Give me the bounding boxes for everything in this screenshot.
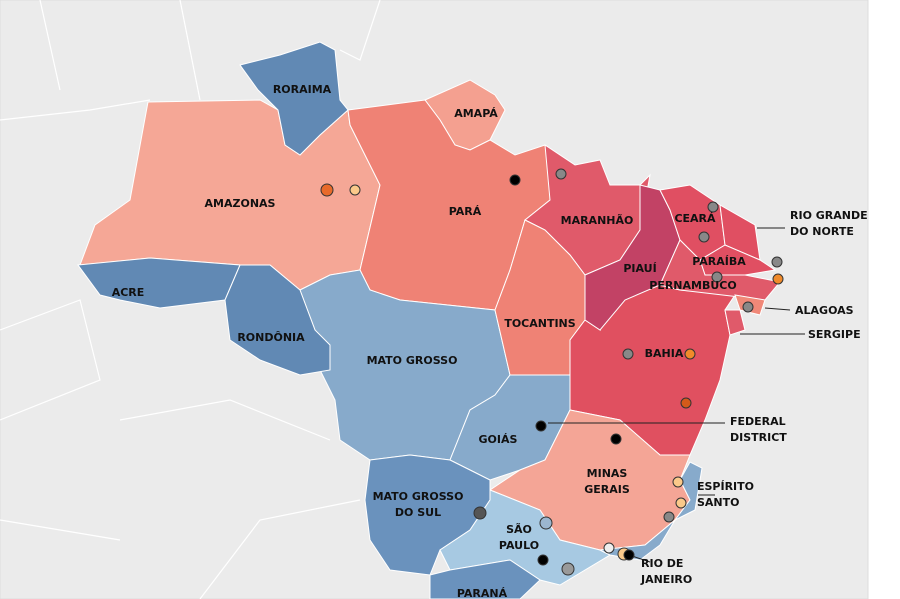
state-label: DISTRICT [730, 431, 787, 444]
state-label: PIAUÍ [623, 262, 656, 275]
state-label: GOIÁS [479, 433, 518, 446]
sao-paulo [439, 480, 612, 586]
state-label: RONDÔNIA [237, 331, 305, 344]
state-label: CEARÁ [674, 212, 716, 225]
state-label: MATO GROSSO [367, 354, 458, 367]
state-label: PARANÁ [457, 587, 508, 599]
state-label: JANEIRO [640, 573, 692, 586]
state-label: DO SUL [395, 506, 441, 519]
marker [622, 348, 634, 360]
marker [555, 168, 567, 180]
state-label: RIO GRANDE [790, 209, 868, 222]
marker [684, 348, 696, 360]
state-label: SANTO [697, 496, 740, 509]
parana [429, 559, 541, 599]
state-labels: RORAIMA AMAPÁ AMAZONAS PARÁ ACRE RONDÔNIA MARA… [112, 83, 868, 599]
state-label: ESPÍRITO [697, 480, 754, 493]
state-label: AMAZONAS [205, 197, 276, 210]
acre [77, 257, 241, 309]
state-label: AMAPÁ [454, 107, 498, 120]
state-label: ALAGOAS [795, 304, 854, 317]
state-label: PARAÍBA [692, 255, 746, 268]
state-label: TOCANTINS [504, 317, 575, 330]
marker [535, 420, 547, 432]
marker [539, 516, 553, 530]
state-label: PARÁ [449, 205, 482, 218]
state-label: BAHIA [645, 347, 684, 360]
state-label: ACRE [112, 286, 145, 299]
marker [772, 273, 784, 285]
states [77, 41, 781, 599]
leader-line [631, 555, 651, 563]
state-label: SÃO [506, 523, 532, 536]
leader-line [764, 307, 791, 311]
marker [672, 476, 684, 488]
marker [509, 174, 521, 186]
marker [663, 511, 675, 523]
marker [623, 549, 635, 561]
marker [680, 397, 692, 409]
marker [698, 231, 710, 243]
state-label: FEDERAL [730, 415, 786, 428]
state-label: GERAIS [584, 483, 630, 496]
neighbor-borders [0, 0, 381, 599]
rio-de-janeiro [598, 519, 676, 561]
state-label: MINAS [587, 467, 628, 480]
state-label: MARANHÃO [561, 214, 634, 227]
roraima [239, 41, 349, 156]
marker [537, 554, 549, 566]
sergipe [724, 309, 746, 336]
state-label: PERNAMBUCO [649, 279, 736, 292]
state-label: RIO DE [641, 557, 683, 570]
leader-lines [548, 227, 805, 563]
marker [610, 433, 622, 445]
marker [603, 542, 615, 554]
state-label: RORAIMA [273, 83, 332, 96]
state-label: PAULO [499, 539, 539, 552]
marker [675, 497, 687, 509]
marker [473, 506, 487, 520]
state-label: DO NORTE [790, 225, 854, 238]
marker [561, 562, 575, 576]
marker [707, 201, 719, 213]
rondonia [224, 264, 331, 376]
marker [771, 256, 783, 268]
state-label: MATO GROSSO [373, 490, 464, 503]
marker [320, 183, 334, 197]
state-label: SERGIPE [808, 328, 861, 341]
marker [349, 184, 361, 196]
marker [711, 271, 723, 283]
marker [742, 301, 754, 313]
markers [320, 168, 784, 576]
espirito-santo [674, 461, 703, 521]
